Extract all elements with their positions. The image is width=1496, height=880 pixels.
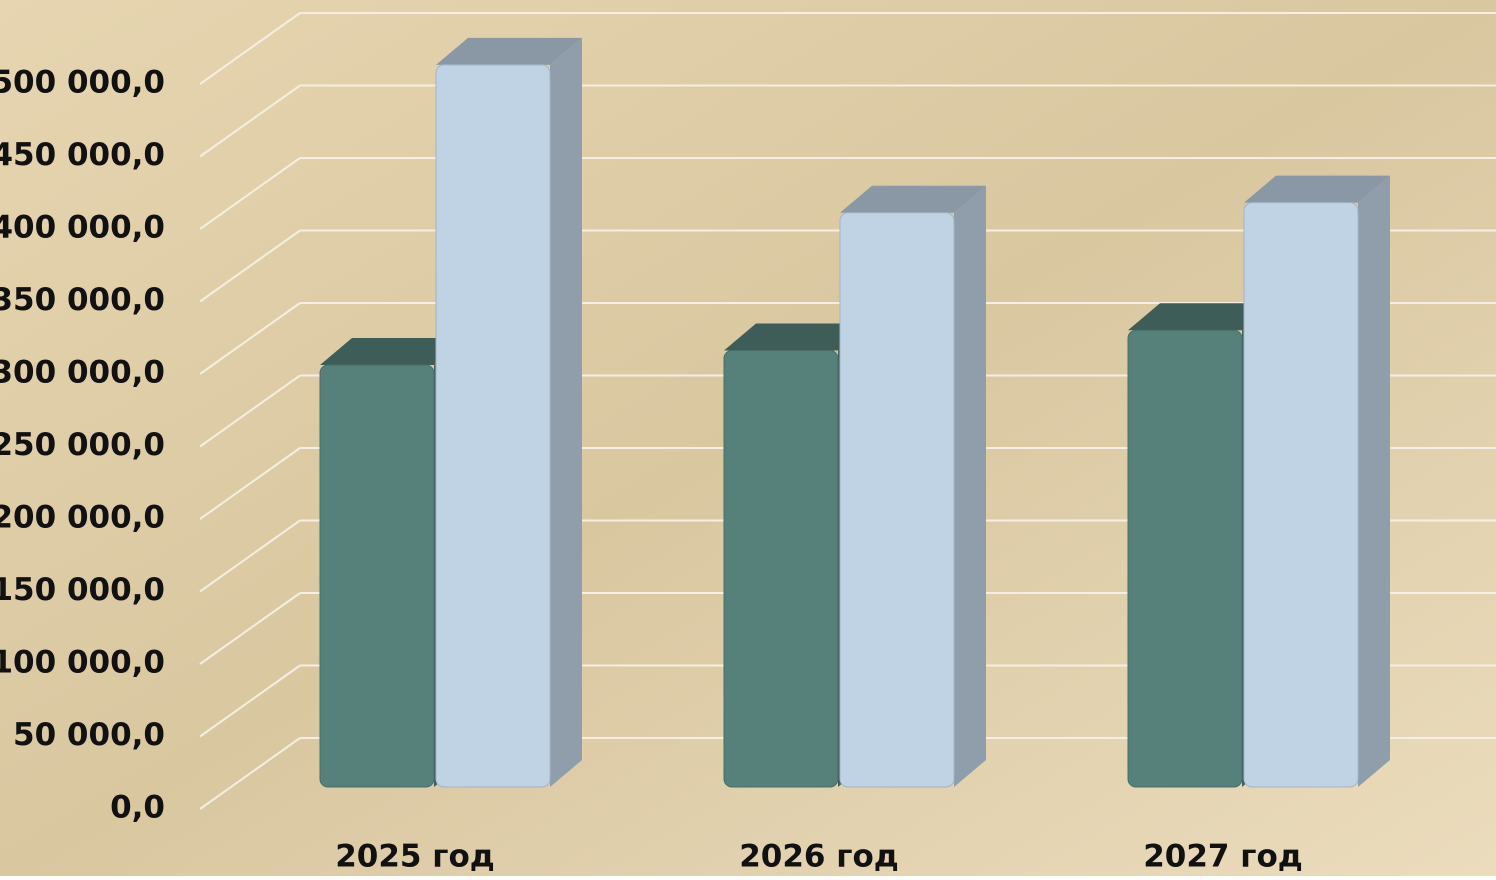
grid-diagonal [199, 229, 301, 303]
grid-diagonal [199, 302, 301, 375]
y-tick-label: 200 000,0 [0, 500, 165, 536]
bar [319, 364, 435, 788]
y-tick-label: 400 000,0 [0, 210, 165, 246]
grid-diagonal [199, 664, 301, 738]
grid-diagonal [199, 737, 301, 810]
bar [839, 212, 955, 788]
x-tick-label: 2025 год [335, 839, 495, 875]
bar-side [550, 37, 582, 787]
grid-diagonal [199, 157, 301, 230]
bar [723, 350, 839, 788]
y-tick-label: 150 000,0 [0, 572, 165, 608]
bar [1127, 329, 1243, 788]
grid-diagonal [199, 592, 301, 665]
y-tick-label: 50 000,0 [13, 717, 165, 753]
grid-diagonal [199, 84, 301, 158]
bar-side [954, 185, 986, 788]
x-tick-label: 2026 год [739, 839, 899, 875]
y-tick-label: 0,0 [110, 790, 165, 826]
bar [435, 64, 551, 788]
y-tick-label: 100 000,0 [0, 645, 165, 681]
grid-diagonal [199, 447, 301, 520]
bar-top [724, 323, 870, 351]
y-tick-label: 300 000,0 [0, 355, 165, 391]
y-tick-label: 250 000,0 [0, 427, 165, 463]
bar-top [840, 185, 986, 213]
y-tick-label: 500 000,0 [0, 65, 165, 101]
bar-top [436, 37, 582, 65]
bar-top [320, 338, 466, 366]
bar-top [1128, 303, 1274, 331]
x-tick-label: 2027 год [1143, 839, 1303, 875]
grid-diagonal [199, 374, 301, 448]
bar [1243, 202, 1359, 788]
grid-diagonal [199, 519, 301, 593]
y-tick-label: 450 000,0 [0, 137, 165, 173]
grid-diagonal [199, 12, 301, 85]
y-tick-label: 350 000,0 [0, 282, 165, 318]
bar-side [1358, 175, 1390, 787]
bar-top [1244, 175, 1390, 203]
